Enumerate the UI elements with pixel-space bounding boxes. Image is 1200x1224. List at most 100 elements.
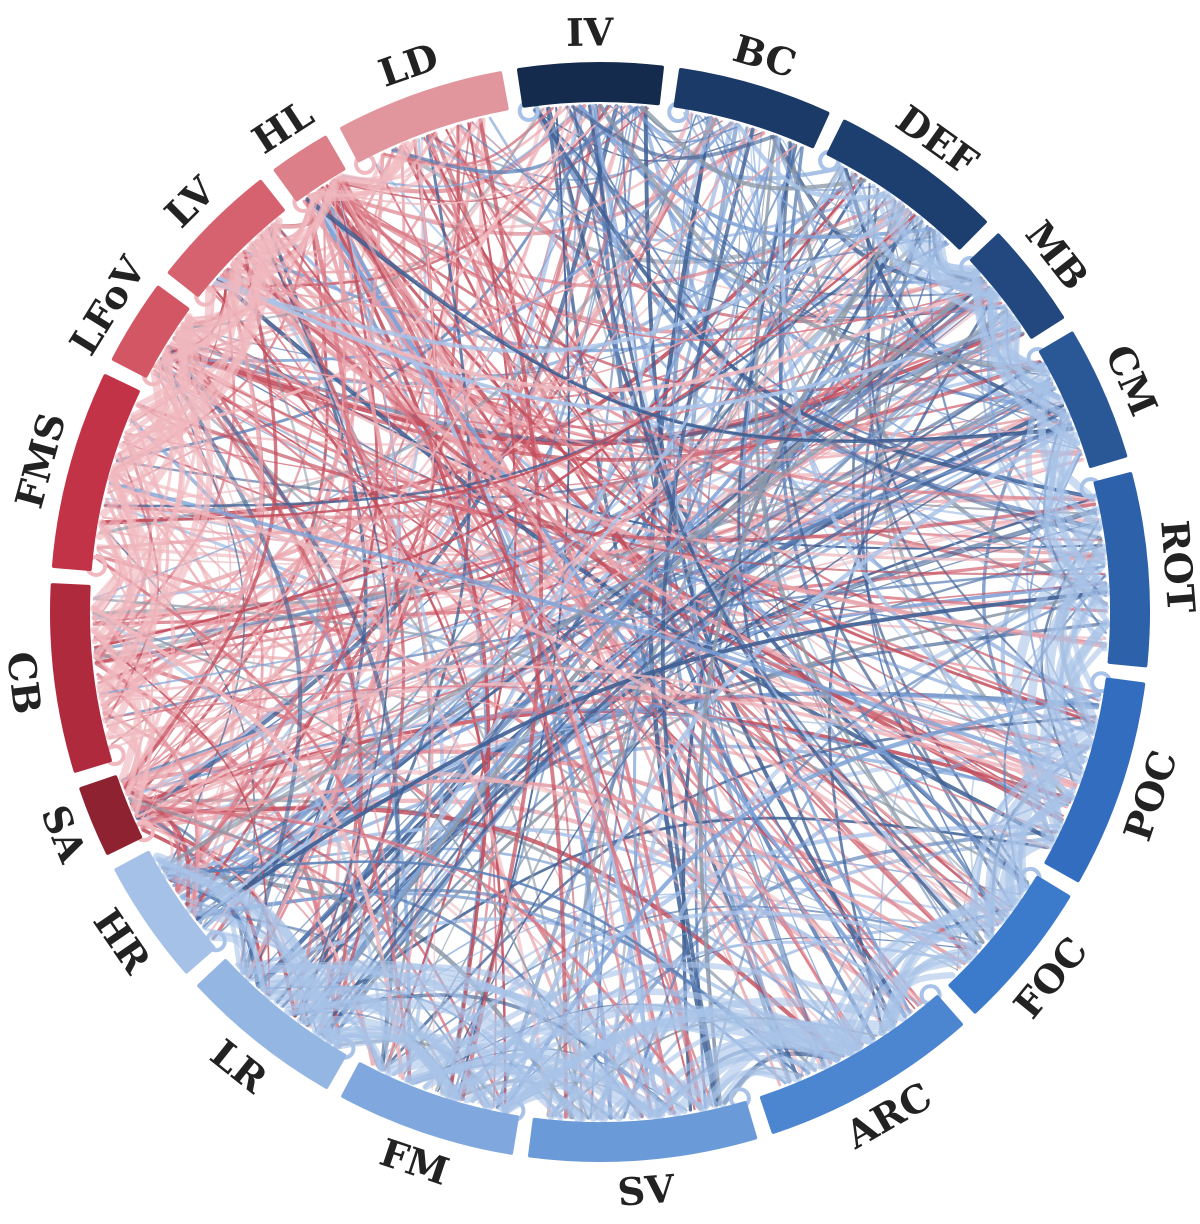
chord-ribbon (1049, 412, 1108, 591)
chord-ribbon (317, 118, 483, 196)
chord-ribbon (424, 136, 989, 937)
chord-ribbon (737, 144, 896, 1026)
chord-ribbon (93, 612, 589, 1119)
chord-ribbon (95, 106, 634, 664)
chord-ribbon (384, 189, 881, 1071)
chord-ribbon (211, 285, 507, 1111)
chord-ribbon (121, 749, 978, 954)
chord-ribbon (329, 181, 1096, 502)
chord-ribbon (99, 424, 1072, 695)
chord-ribbon (489, 1017, 850, 1110)
chord-ribbon (1007, 315, 1066, 407)
chord-ribbon (835, 162, 999, 300)
chord-ribbon (302, 816, 1050, 1024)
segment-arc-cm (1039, 331, 1128, 468)
chord-ribbon (165, 350, 714, 1107)
chord-ribbon (93, 105, 620, 599)
ribbons-layer (85, 100, 1113, 1124)
chord-ribbon (108, 481, 1082, 775)
chord-ribbon (241, 960, 653, 1119)
chord-ribbon (163, 353, 1106, 576)
chord-ribbon (153, 369, 264, 920)
chord-ribbon (101, 214, 916, 523)
chord-ribbon (99, 664, 1078, 785)
chord-ribbon (306, 197, 1074, 443)
chord-ribbon (305, 276, 983, 1028)
chord-ribbon (274, 383, 1053, 1001)
chord-ribbon (187, 105, 596, 319)
chord-ribbon (160, 308, 1009, 870)
chord-ribbon (123, 250, 278, 789)
chord-ribbon (572, 105, 991, 937)
chord-ribbon (443, 1003, 854, 1099)
chord-ribbon (966, 723, 1097, 961)
chord-ribbon (567, 106, 1094, 499)
chord-ribbon (164, 257, 239, 352)
chord-ribbon (497, 1023, 841, 1112)
chord-ribbon (319, 361, 1042, 1035)
chord-ribbon (338, 176, 782, 1087)
chord-ribbon (1056, 425, 1107, 563)
segment-arc-lfov (111, 285, 190, 378)
chord-ribbon (158, 861, 343, 1050)
chord-ribbon (1026, 547, 1107, 835)
chord-ribbon (778, 146, 1004, 921)
segment-arcs-layer (50, 62, 1150, 1162)
chord-ribbon (696, 114, 1098, 516)
chord-ribbon (845, 956, 972, 1056)
chord-ribbon (136, 403, 1097, 542)
chord-ribbon (133, 582, 1107, 812)
chord-ribbon (325, 184, 1096, 724)
chord-ribbon (130, 222, 277, 420)
segment-label-bc: BC (728, 25, 801, 86)
segment-label-sa: SA (32, 799, 96, 869)
chord-ribbon (503, 692, 1102, 1112)
chord-ribbon (320, 188, 1041, 393)
chord-ribbon (302, 200, 887, 1032)
segment-label-rot: ROT (1152, 518, 1200, 614)
segment-arc-rot (1093, 472, 1150, 668)
chord-ribbon (867, 187, 1083, 770)
segment-arc-sa (79, 775, 143, 855)
chord-ribbon (104, 220, 924, 508)
chord-ribbon (152, 373, 1078, 782)
chord-ribbon (598, 103, 1047, 374)
chord-ribbon (565, 105, 1103, 540)
chord-ribbon (195, 589, 1108, 922)
chord-ribbon (590, 104, 1028, 889)
chord-ribbon (123, 105, 563, 439)
chord-ribbon (1054, 581, 1110, 777)
chord-ribbon (312, 138, 419, 198)
chord-ribbon (122, 269, 264, 787)
chord-ribbon (93, 177, 863, 649)
chord-ribbon (672, 113, 854, 1052)
chord-ribbon (110, 233, 264, 475)
chord-ribbon (380, 105, 568, 169)
chord-ribbon (403, 961, 912, 1083)
chord-ribbon (570, 104, 776, 160)
chord-ribbon (915, 215, 1022, 330)
chord-ribbon (104, 565, 1106, 721)
chord-ribbon (1043, 419, 1108, 652)
chord-ribbon (168, 292, 994, 429)
chord-ribbon (495, 308, 1009, 1110)
chord-ribbon (102, 711, 375, 1066)
chord-ribbon (212, 208, 911, 354)
chord-ribbon (135, 104, 619, 820)
chord-ribbon (326, 185, 990, 341)
chord-ribbon (92, 362, 173, 601)
segment-label-cb: CB (0, 649, 50, 716)
segment-arc-ld (340, 71, 509, 163)
segment-label-sv: SV (616, 1165, 678, 1215)
chord-ribbon (870, 183, 992, 291)
segment-arc-arc (759, 995, 963, 1134)
chord-ribbon (717, 119, 1107, 625)
chord-ribbon (318, 105, 618, 206)
segment-label-iv: IV (566, 9, 616, 55)
chord-ribbon (339, 131, 438, 183)
chord-ribbon (238, 180, 399, 968)
segment-arc-lv (167, 179, 285, 297)
chord-ribbon (136, 210, 911, 819)
chord-ribbon (92, 349, 184, 634)
